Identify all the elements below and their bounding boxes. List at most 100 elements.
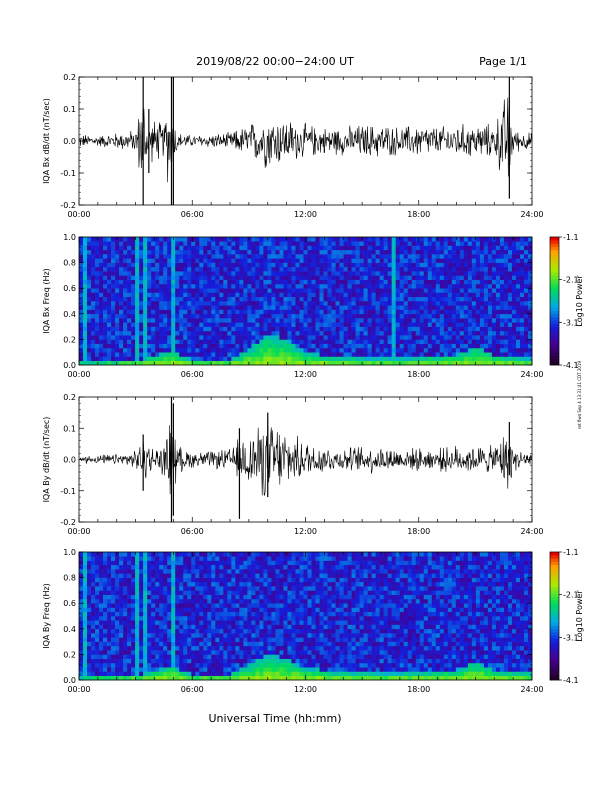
spectrogram-cell xyxy=(95,279,100,285)
spectrogram-cell xyxy=(143,671,148,677)
spectrogram-cell xyxy=(387,335,392,340)
spectrogram-cell xyxy=(411,288,417,293)
spectrogram-cell xyxy=(319,360,324,366)
spectrogram-cell xyxy=(515,283,521,289)
spectrogram-cell xyxy=(467,330,473,336)
spectrogram-cell xyxy=(239,658,244,664)
spectrogram-cell xyxy=(387,283,392,289)
spectrogram-cell xyxy=(167,662,172,668)
spectrogram-cell xyxy=(239,245,244,251)
spectrogram-cell xyxy=(131,347,136,353)
spectrogram-cell xyxy=(151,347,156,353)
spectrogram-cell xyxy=(159,241,164,246)
spectrogram-cell xyxy=(223,266,228,272)
spectrogram-cell xyxy=(247,330,252,336)
spectrogram-cell xyxy=(231,318,236,323)
spectrogram-cell xyxy=(235,573,240,578)
spectrogram-cell xyxy=(391,279,396,285)
spectrogram-cell xyxy=(511,356,517,362)
spectrogram-cell xyxy=(263,258,268,263)
spectrogram-cell xyxy=(307,266,312,272)
spectrogram-cell xyxy=(111,590,116,595)
spectrogram-cell xyxy=(211,603,216,608)
spectrogram-cell xyxy=(223,301,228,306)
spectrogram-cell xyxy=(343,292,348,298)
y-tick-label: 0.1 xyxy=(63,424,76,433)
spectrogram-cell xyxy=(79,318,84,323)
spectrogram-cell xyxy=(499,356,505,362)
spectrogram-cell xyxy=(475,249,481,255)
spectrogram-cell xyxy=(223,330,228,336)
spectrogram-cell xyxy=(107,356,112,362)
spectrogram-cell xyxy=(167,616,172,621)
spectrogram-cell xyxy=(195,339,200,344)
spectrogram-cell xyxy=(295,254,300,259)
spectrogram-cell xyxy=(295,360,300,366)
spectrogram-cell xyxy=(163,590,168,595)
spectrogram-cell xyxy=(227,594,232,600)
spectrogram-cell xyxy=(283,241,288,246)
spectrogram-cell xyxy=(527,254,533,259)
spectrogram-cell xyxy=(195,360,200,366)
spectrogram-cell xyxy=(255,241,260,246)
spectrogram-cell xyxy=(403,313,409,319)
spectrogram-cell xyxy=(191,650,196,655)
spectrogram-cell xyxy=(215,330,220,336)
spectrogram-cell xyxy=(159,671,164,677)
spectrogram-cell xyxy=(107,573,112,578)
spectrogram-cell xyxy=(459,347,465,353)
spectrogram-cell xyxy=(131,322,136,327)
spectrogram-cell xyxy=(147,581,152,587)
spectrogram-cell xyxy=(291,258,296,263)
spectrogram-cell xyxy=(103,262,108,268)
spectrogram-cell xyxy=(171,266,176,272)
spectrogram-cell xyxy=(175,296,180,302)
spectrogram-cell xyxy=(123,335,128,340)
spectrogram-cell xyxy=(511,352,517,357)
spectrogram-cell xyxy=(99,594,104,600)
spectrogram-cell xyxy=(475,335,481,340)
spectrogram-cell xyxy=(407,330,413,336)
spectrogram-cell xyxy=(311,335,316,340)
spectrogram-cell xyxy=(95,577,100,583)
spectrogram-cell xyxy=(83,641,88,647)
spectrogram-cell xyxy=(311,296,316,302)
spectrogram-cell xyxy=(471,301,477,306)
spectrogram-cell xyxy=(383,283,388,289)
spectrogram-cell xyxy=(231,573,236,578)
spectrogram-cell xyxy=(127,598,132,604)
spectrogram-cell xyxy=(463,309,469,315)
spectrogram-cell xyxy=(363,262,368,268)
spectrogram-cell xyxy=(467,266,473,272)
spectrogram-cell xyxy=(215,662,220,668)
spectrogram-cell xyxy=(435,309,441,315)
spectrogram-cell xyxy=(491,313,497,319)
spectrogram-cell xyxy=(499,352,505,357)
spectrogram-cell xyxy=(183,598,188,604)
spectrogram-cell xyxy=(95,292,100,298)
spectrogram-cell xyxy=(155,569,160,574)
spectrogram-cell xyxy=(475,360,481,366)
spectrogram-cell xyxy=(187,326,192,332)
spectrogram-cell xyxy=(131,301,136,306)
spectrogram-cell xyxy=(371,335,376,340)
spectrogram-cell xyxy=(423,266,429,272)
spectrogram-cell xyxy=(159,339,164,344)
spectrogram-cell xyxy=(147,598,152,604)
spectrogram-cell xyxy=(131,360,136,366)
spectrogram-cell xyxy=(355,275,360,280)
spectrogram-cell xyxy=(83,360,88,366)
spectrogram-cell xyxy=(147,237,152,242)
spectrogram-cell xyxy=(283,356,288,362)
spectrogram-cell xyxy=(307,241,312,246)
spectrogram-cell xyxy=(519,360,525,366)
spectrogram-cell xyxy=(135,641,140,647)
spectrogram-cell xyxy=(211,313,216,319)
spectrogram-cell xyxy=(227,662,232,668)
spectrogram-cell xyxy=(299,296,304,302)
spectrogram-cell xyxy=(399,271,405,276)
spectrogram-cell xyxy=(343,271,348,276)
spectrogram-cell xyxy=(87,573,92,578)
spectrogram-cell xyxy=(419,360,425,366)
spectrogram-cell xyxy=(255,275,260,280)
